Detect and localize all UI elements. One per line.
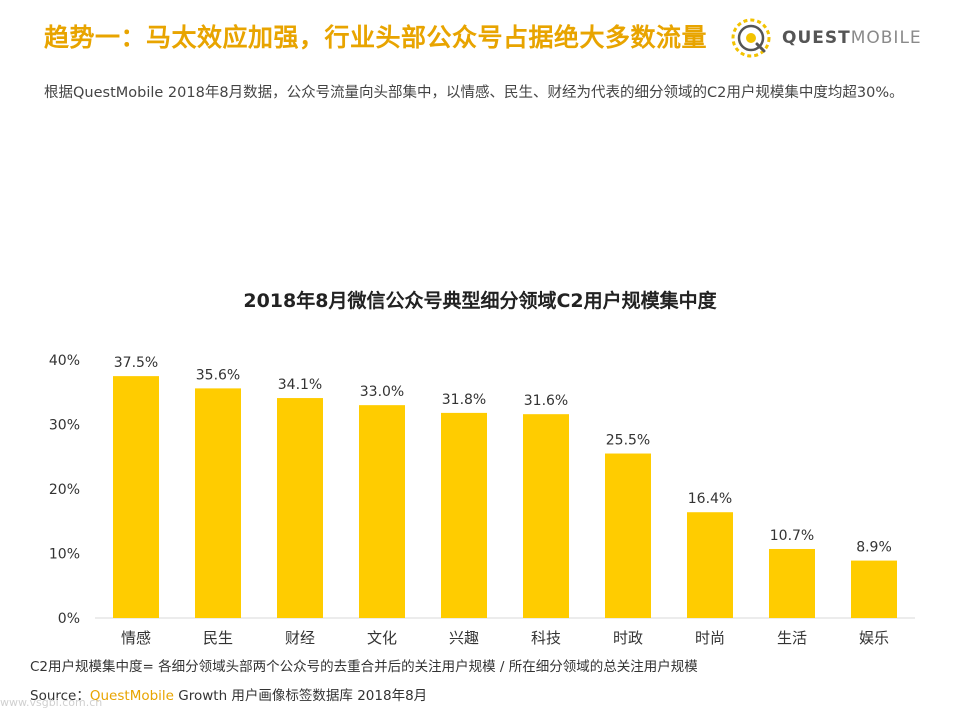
x-tick-label: 生活 bbox=[777, 629, 807, 647]
footnote: C2用户规模集中度= 各细分领域头部两个公众号的去重合并后的关注用户规模 / 所… bbox=[30, 659, 698, 675]
data-label: 25.5% bbox=[606, 433, 650, 449]
data-label: 34.1% bbox=[278, 377, 322, 393]
x-tick-label: 文化 bbox=[367, 629, 397, 647]
data-label: 35.6% bbox=[196, 367, 240, 383]
bar-8 bbox=[769, 548, 815, 618]
logo-text-quest: QUEST bbox=[782, 28, 851, 48]
bar-1 bbox=[195, 388, 241, 618]
x-tick-label: 情感 bbox=[121, 629, 151, 647]
x-tick-label: 时尚 bbox=[695, 629, 725, 647]
x-tick-label: 时政 bbox=[613, 629, 643, 647]
data-label: 31.6% bbox=[524, 393, 568, 409]
data-label: 8.9% bbox=[856, 540, 892, 556]
bar-0 bbox=[113, 376, 159, 618]
bar-2 bbox=[277, 398, 323, 618]
logo-text-mobile: MOBILE bbox=[850, 28, 922, 48]
source-brand: QuestMobile bbox=[89, 688, 174, 704]
bar-4 bbox=[441, 412, 487, 618]
questmobile-logo-icon bbox=[731, 18, 771, 58]
y-tick-label: 30% bbox=[49, 418, 80, 434]
data-label: 10.7% bbox=[770, 528, 814, 544]
source-prefix: Source： bbox=[30, 688, 90, 704]
bar-7 bbox=[687, 512, 733, 618]
y-tick-label: 20% bbox=[49, 482, 80, 498]
y-tick-label: 0% bbox=[58, 611, 80, 627]
bar-3 bbox=[359, 405, 405, 618]
y-tick-label: 10% bbox=[49, 547, 80, 563]
data-label: 37.5% bbox=[114, 355, 158, 371]
x-tick-label: 财经 bbox=[285, 629, 315, 647]
page-title: 趋势一：马太效应加强，行业头部公众号占据绝大多数流量 bbox=[44, 23, 708, 52]
data-label: 33.0% bbox=[360, 384, 404, 400]
bar-chart: 0% 10% 20% 30% 40% 37.5% 情感 35.6% 民生 34.1% 财经 33.0%… bbox=[49, 353, 915, 647]
source-rest: Growth 用户画像标签数据库 2018年8月 bbox=[173, 688, 428, 704]
bar-5 bbox=[523, 414, 569, 618]
bar-9 bbox=[851, 560, 897, 618]
source-line: Source：QuestMobile Growth 用户画像标签数据库 2018… bbox=[30, 684, 427, 704]
data-label: 16.4% bbox=[688, 491, 732, 507]
x-tick-label: 兴趣 bbox=[449, 629, 479, 647]
y-tick-label: 40% bbox=[49, 353, 80, 369]
x-tick-label: 娱乐 bbox=[859, 629, 889, 647]
x-tick-label: 民生 bbox=[203, 629, 233, 647]
logo-wordmark: QUESTMOBILE bbox=[782, 28, 922, 48]
x-tick-label: 科技 bbox=[531, 629, 561, 647]
page-subtitle: 根据QuestMobile 2018年8月数据，公众号流量向头部集中，以情感、民… bbox=[44, 85, 904, 101]
chart-title: 2018年8月微信公众号典型细分领域C2用户规模集中度 bbox=[243, 290, 717, 312]
questmobile-logo: QUESTMOBILE bbox=[728, 14, 928, 62]
watermark: www.vsgbi.com.cn bbox=[0, 696, 103, 709]
bar-6 bbox=[605, 453, 651, 618]
data-label: 31.8% bbox=[442, 392, 486, 408]
